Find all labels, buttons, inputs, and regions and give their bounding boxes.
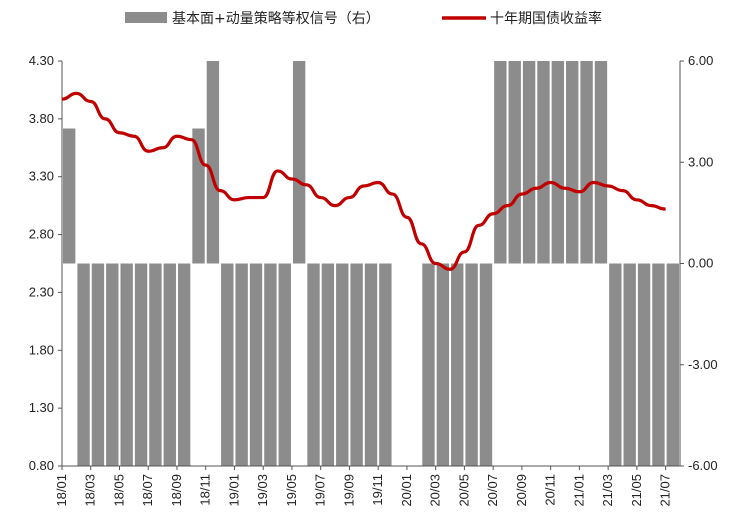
- x-tick-label: 21/07: [658, 474, 673, 507]
- signal-bar: [494, 61, 507, 264]
- right-tick-label: 0.00: [688, 256, 713, 271]
- x-tick-label: 21/05: [629, 474, 644, 507]
- x-tick-label: 20/09: [514, 474, 529, 507]
- x-tick-label: 19/03: [255, 474, 270, 507]
- signal-bar: [364, 263, 378, 466]
- signal-bar: [120, 263, 133, 466]
- signal-bar: [206, 61, 220, 264]
- x-tick-label: 19/05: [284, 474, 299, 507]
- signal-bar: [465, 263, 478, 466]
- signal-bar: [580, 61, 593, 264]
- left-tick-label: 2.80: [29, 227, 54, 242]
- signal-bar: [106, 263, 119, 466]
- x-tick-label: 20/03: [428, 474, 443, 507]
- x-tick-label: 18/07: [140, 474, 155, 507]
- right-axis-ticks: -6.00 -3.00 0.00 3.00 6.00: [680, 53, 718, 473]
- signal-bar: [522, 61, 536, 264]
- signal-bar: [336, 263, 349, 466]
- signal-bar: [594, 61, 608, 264]
- yield-line-layer: [61, 91, 666, 271]
- x-tick-label: 18/03: [83, 474, 98, 507]
- legend: 基本面+动量策略等权信号（右） 十年期国债收益率: [125, 10, 602, 27]
- signal-bar: [551, 61, 565, 264]
- right-tick-label: -3.00: [688, 357, 718, 372]
- signal-bar: [63, 128, 76, 264]
- signal-bar: [249, 263, 263, 466]
- signal-bar: [436, 263, 450, 466]
- x-tick-label: 19/11: [370, 474, 385, 506]
- signal-bar: [321, 263, 335, 466]
- x-tick-label: 18/09: [169, 474, 184, 507]
- signal-bar: [278, 263, 291, 466]
- signal-bar: [235, 263, 248, 466]
- signal-bar: [134, 263, 148, 466]
- left-tick-label: 1.30: [29, 400, 54, 415]
- x-tick-label: 20/01: [399, 474, 414, 507]
- x-tick-label: 18/01: [54, 474, 69, 507]
- signal-bar: [221, 263, 234, 466]
- signal-bar: [637, 263, 651, 466]
- signal-bar: [379, 263, 392, 466]
- x-tick-label: 21/01: [571, 474, 586, 507]
- signal-bar: [177, 263, 191, 466]
- legend-line-label: 十年期国债收益率: [490, 10, 602, 27]
- signal-bar: [163, 263, 176, 466]
- x-tick-label: 18/05: [111, 474, 126, 507]
- signal-bar: [264, 263, 277, 466]
- legend-bar-label: 基本面+动量策略等权信号（右）: [172, 10, 380, 27]
- x-tick-label: 20/07: [485, 474, 500, 507]
- left-tick-label: 2.30: [29, 284, 54, 299]
- signal-bar: [77, 263, 90, 466]
- left-tick-label: 4.30: [29, 53, 54, 68]
- signal-bar: [91, 263, 105, 466]
- legend-bar-swatch: [125, 12, 167, 23]
- x-tick-label: 20/05: [456, 474, 471, 507]
- yield-line: [61, 91, 666, 271]
- x-tick-label: 19/07: [313, 474, 328, 507]
- signal-bar: [508, 61, 521, 264]
- signal-bar: [566, 61, 579, 264]
- signal-bar: [422, 263, 435, 466]
- signal-bar: [451, 263, 464, 466]
- left-tick-label: 0.80: [29, 458, 54, 473]
- left-tick-label: 1.80: [29, 342, 54, 357]
- x-tick-label: 18/11: [198, 474, 213, 506]
- left-tick-label: 3.80: [29, 111, 54, 126]
- signal-bar: [292, 61, 306, 264]
- right-tick-label: 6.00: [688, 53, 713, 68]
- signal-bar: [609, 263, 622, 466]
- x-axis-ticks: 18/01 18/03 18/05 18/07 18/09 18/11 19/01 19/03…: [54, 466, 673, 507]
- x-tick-label: 19/09: [341, 474, 356, 507]
- x-tick-label: 21/03: [600, 474, 615, 507]
- signal-bar: [307, 263, 320, 466]
- left-axis-ticks: 0.80 1.30 1.80 2.30 2.80 3.30 3.80 4.30: [29, 53, 62, 473]
- x-tick-label: 19/01: [226, 474, 241, 507]
- right-tick-label: -6.00: [688, 458, 718, 473]
- right-tick-label: 3.00: [688, 154, 713, 169]
- signal-bar: [537, 61, 550, 264]
- signal-bar: [149, 263, 162, 466]
- signal-bar: [652, 263, 665, 466]
- signal-bar: [350, 263, 363, 466]
- signal-bar: [623, 263, 636, 466]
- signal-bars: [63, 61, 679, 466]
- left-tick-label: 3.30: [29, 169, 54, 184]
- signal-bar: [666, 263, 679, 466]
- x-tick-label: 20/11: [543, 474, 558, 506]
- signal-bar: [479, 263, 493, 466]
